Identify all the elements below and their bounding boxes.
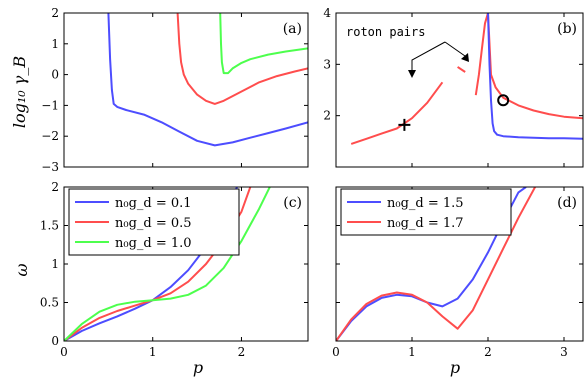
xlabel-right: p [450, 358, 460, 377]
ylabel-bottom: ω [12, 263, 31, 276]
y-tick-label: 1 [51, 257, 59, 271]
legend-label: n₀g_d = 1.5 [387, 196, 464, 211]
x-tick-label: 0 [60, 345, 68, 359]
panel-a: −3 −2 −1 0 1 2 (a) [41, 6, 309, 174]
plus-marker [398, 118, 411, 131]
legend-label: n₀g_d = 0.1 [115, 196, 192, 211]
arrowhead-icon [461, 53, 469, 62]
y-tick-label: 2 [51, 6, 59, 20]
series-line-b-3 [487, 13, 583, 140]
y-tick-label: 1 [51, 37, 59, 51]
x-tick-label: 3 [560, 345, 568, 359]
y-tick-label: 0 [51, 68, 59, 82]
series-line-b-2 [474, 13, 583, 120]
panel-c: 0 1 2 0 0.5 1 1.5 2 n₀g_d = 0.1 n₀g_d = 0.5 n₀g_d … [40, 180, 309, 359]
series-line-c-2 [64, 187, 271, 341]
panel-d: 0 1 2 3 n₀g_d = 1.5 n₀g_d = 1.7 (d) [332, 186, 584, 359]
legend-label: n₀g_d = 1.7 [387, 216, 464, 231]
y-tick-label: 1.5 [40, 219, 59, 233]
annotation-arrow [411, 41, 466, 76]
y-tick-label: 3 [323, 57, 331, 71]
axes-frame-b [335, 12, 584, 168]
panel-b: 2 3 4 roton pairs (b) [323, 6, 584, 168]
x-tick-label: 0 [332, 345, 340, 359]
series-line-a-0 [107, 13, 308, 147]
y-tick-label: −3 [41, 160, 59, 174]
panel-label-a: (a) [283, 21, 302, 37]
axes-frame-a [63, 12, 309, 168]
series-line-d-1 [336, 187, 536, 341]
x-tick-label: 2 [238, 345, 246, 359]
series-line-a-1 [176, 13, 308, 105]
panel-label-c: (c) [283, 195, 302, 211]
xlabel-left: p [193, 358, 203, 377]
axes-frame-c [63, 186, 309, 342]
series-line-b-1 [457, 66, 466, 73]
axes-frame-d [335, 186, 584, 342]
y-tick-label: −2 [41, 129, 59, 143]
annotation-roton-pairs: roton pairs [346, 25, 425, 39]
x-tick-label: 2 [484, 345, 492, 359]
x-tick-label: 1 [408, 345, 416, 359]
y-tick-label: 2 [51, 180, 59, 194]
y-tick-label: 0.5 [40, 296, 59, 310]
legend-label: n₀g_d = 1.0 [115, 236, 192, 251]
series-line-b-0 [350, 81, 444, 145]
x-tick-label: 1 [149, 345, 157, 359]
panel-label-b: (b) [557, 21, 577, 37]
y-tick-label: −1 [41, 98, 59, 112]
ylabel-top: log₁₀ γ_B [10, 56, 29, 128]
series-line-a-2 [219, 13, 308, 75]
panel-label-d: (d) [557, 195, 577, 211]
legend-box [340, 188, 512, 236]
circle-marker [497, 94, 510, 107]
y-tick-label: 4 [323, 6, 331, 20]
y-tick-label: 2 [323, 109, 331, 123]
y-tick-label: 0 [51, 334, 59, 348]
legend-label: n₀g_d = 0.5 [115, 216, 192, 231]
arrowhead-icon [408, 70, 416, 78]
